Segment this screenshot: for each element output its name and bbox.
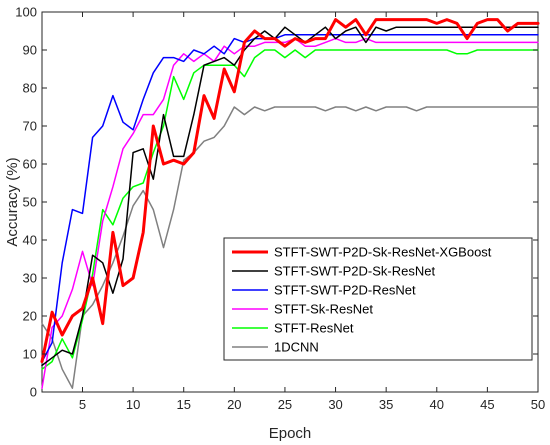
x-tick-label: 15 bbox=[176, 397, 190, 412]
tick-layer: 5 10 15 20 25 30 35 40 45 50 0 10 20 30 40 50 60 70 80 90 10… bbox=[15, 5, 545, 413]
legend-label-3: STFT-Sk-ResNet bbox=[274, 302, 373, 317]
x-tick-label: 35 bbox=[379, 397, 393, 412]
x-tick-label: 20 bbox=[227, 397, 241, 412]
y-tick-label: 70 bbox=[23, 119, 37, 134]
x-tick-label: 45 bbox=[480, 397, 494, 412]
y-tick-label: 40 bbox=[23, 233, 37, 248]
y-tick-label: 20 bbox=[23, 309, 37, 324]
legend-label-1: STFT-SWT-P2D-Sk-ResNet bbox=[274, 264, 435, 279]
x-tick-label: 10 bbox=[126, 397, 140, 412]
legend-label-4: STFT-ResNet bbox=[274, 321, 354, 336]
legend: STFT-SWT-P2D-Sk-ResNet-XGBoost STFT-SWT-P… bbox=[223, 237, 533, 361]
series-line-3 bbox=[41, 37, 539, 389]
series-line-2 bbox=[41, 34, 539, 363]
x-tick-label: 5 bbox=[79, 397, 86, 412]
x-tick-label: 40 bbox=[430, 397, 444, 412]
y-axis-label: Accuracy (%) bbox=[4, 157, 21, 246]
series-line-5 bbox=[41, 106, 539, 389]
series-layer bbox=[40, 18, 540, 389]
y-tick-label: 100 bbox=[15, 5, 37, 20]
legend-label-5: 1DCNN bbox=[274, 340, 319, 355]
x-tick-label: 30 bbox=[328, 397, 342, 412]
y-tick-label: 60 bbox=[23, 157, 37, 172]
legend-label-0: STFT-SWT-P2D-Sk-ResNet-XGBoost bbox=[274, 245, 492, 260]
y-tick-label: 0 bbox=[30, 385, 37, 400]
series-line-1 bbox=[41, 26, 539, 367]
legend-box bbox=[223, 237, 533, 361]
x-tick-label: 50 bbox=[531, 397, 545, 412]
legend-label-2: STFT-SWT-P2D-ResNet bbox=[274, 283, 416, 298]
x-tick-label: 25 bbox=[278, 397, 292, 412]
y-tick-label: 50 bbox=[23, 195, 37, 210]
x-axis-label: Epoch bbox=[269, 425, 312, 442]
series-line-4 bbox=[41, 49, 539, 370]
series-line-0 bbox=[40, 18, 540, 364]
y-tick-label: 90 bbox=[23, 43, 37, 58]
y-tick-label: 30 bbox=[23, 271, 37, 286]
y-tick-label: 80 bbox=[23, 81, 37, 96]
y-tick-label: 10 bbox=[23, 347, 37, 362]
